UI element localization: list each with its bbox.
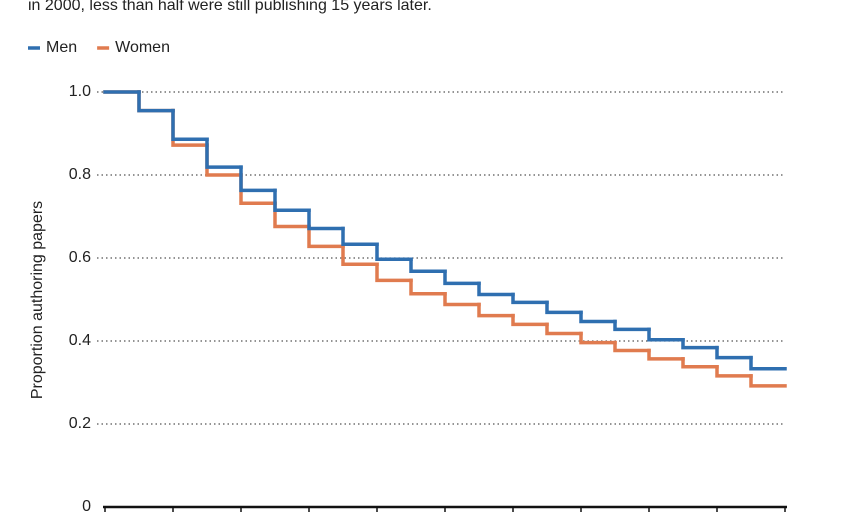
step-line [579, 310, 617, 324]
step-line [749, 355, 787, 371]
y-tick-label: 0.4 [69, 332, 91, 349]
step-line [715, 345, 753, 360]
step-line [511, 313, 549, 327]
step-line [715, 364, 753, 378]
step-line [681, 357, 719, 369]
y-tick-label: 0 [82, 498, 91, 512]
step-line [239, 165, 277, 193]
step-line [749, 374, 787, 388]
step-line [681, 338, 719, 350]
chart-subtitle: in 2000, less than half were still publi… [28, 0, 432, 14]
step-line [341, 226, 379, 247]
step-line [137, 90, 175, 113]
step-line [647, 348, 685, 361]
step-line [375, 242, 413, 261]
step-line [307, 224, 345, 249]
step-line [273, 201, 311, 229]
step-line [205, 143, 243, 177]
step-line [205, 137, 243, 169]
step-line [545, 322, 583, 336]
step-line [307, 208, 345, 231]
step-line [137, 90, 175, 113]
step-line [273, 188, 311, 213]
step-line [613, 340, 651, 353]
step-line [647, 327, 685, 342]
step-line [341, 244, 379, 266]
step-line [511, 292, 549, 305]
y-tick-label: 0.2 [69, 415, 91, 432]
legend-label: Men [46, 39, 77, 56]
step-line [613, 319, 651, 332]
y-tick-label: 1.0 [69, 83, 91, 100]
y-tick-label: 0.6 [69, 249, 91, 266]
step-line [477, 302, 515, 318]
step-line [477, 281, 515, 297]
step-line [545, 300, 583, 315]
y-axis-label: Proportion authoring papers [29, 201, 46, 399]
step-line [443, 269, 481, 286]
step-line [171, 108, 209, 142]
step-line [579, 331, 617, 345]
step-line [409, 257, 447, 274]
step-line [443, 291, 481, 307]
y-tick-label: 0.8 [69, 166, 91, 183]
legend-label: Women [115, 39, 170, 56]
step-line [409, 278, 447, 296]
step-line [375, 262, 413, 283]
